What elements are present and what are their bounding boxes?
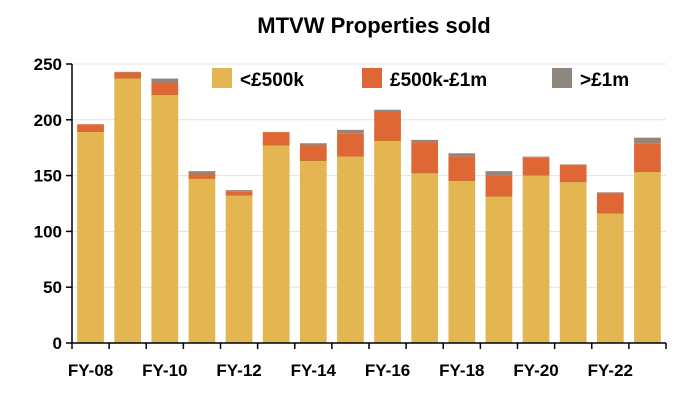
bar-segment-series-0-FY-21 xyxy=(559,182,587,343)
y-tick-label: 50 xyxy=(43,278,62,297)
bar-segment-series-2-FY-14 xyxy=(299,143,327,146)
bar-segment-series-1-FY-22 xyxy=(596,193,624,214)
bar-segment-series-1-FY-19 xyxy=(485,175,513,197)
bar-segment-series-2-FY-16 xyxy=(374,109,401,112)
x-tick-label: FY-18 xyxy=(439,361,484,380)
bar-segment-series-2-FY-19 xyxy=(485,171,513,176)
bar-segment-series-0-FY-20 xyxy=(522,175,550,343)
bar-segment-series-0-FY-13 xyxy=(262,145,290,343)
bar-segment-series-1-FY-15 xyxy=(337,133,364,157)
y-tick-label: 100 xyxy=(34,222,62,241)
bar-segment-series-0-FY-11 xyxy=(188,178,216,343)
x-tick-label: FY-14 xyxy=(291,361,337,380)
bar-segment-series-0-FY-15 xyxy=(337,156,364,343)
bar-segment-series-0-FY-09 xyxy=(114,78,142,344)
bar-segment-series-2-FY-17 xyxy=(411,139,439,143)
bar-segment-series-0-FY-18 xyxy=(448,181,476,343)
x-tick-label: FY-08 xyxy=(68,361,113,380)
bar-segment-series-2-FY-11 xyxy=(188,171,216,175)
bar-segment-series-1-FY-20 xyxy=(522,157,550,176)
chart-title: MTVW Properties sold xyxy=(257,13,490,38)
bar-segment-series-0-FY-12 xyxy=(225,195,253,343)
x-tick-label: FY-20 xyxy=(513,361,558,380)
legend-label: >£1m xyxy=(580,70,629,91)
bars xyxy=(77,71,661,344)
bar-segment-series-1-FY-08 xyxy=(77,124,104,133)
bar-segment-series-0-FY-19 xyxy=(485,196,513,343)
bar-segment-series-1-FY-23 xyxy=(634,143,661,173)
legend-swatch xyxy=(552,68,572,88)
bar-segment-series-1-FY-16 xyxy=(374,111,401,142)
legend: <£500k £500k-£1m >£1m xyxy=(212,68,629,91)
axes: 0 50 100 150 200 250 FY-08 FY-10 FY-12 FY-14 FY-16… xyxy=(34,55,667,380)
bar-segment-series-0-FY-14 xyxy=(299,161,327,343)
bar-segment-series-2-FY-21 xyxy=(559,164,587,166)
bar-segment-series-2-FY-23 xyxy=(634,137,661,144)
bar-segment-series-1-FY-14 xyxy=(299,145,327,162)
bar-segment-series-1-FY-13 xyxy=(262,132,290,146)
bar-segment-series-1-FY-21 xyxy=(559,165,587,183)
bar-segment-series-2-FY-20 xyxy=(522,156,550,158)
bar-segment-series-2-FY-22 xyxy=(596,192,624,194)
y-tick-label: 0 xyxy=(53,334,62,353)
legend-label: <£500k xyxy=(240,70,304,91)
bar-segment-series-2-FY-09 xyxy=(114,71,142,73)
bar-segment-series-0-FY-10 xyxy=(151,95,179,343)
legend-swatch xyxy=(212,68,232,88)
x-tick-label: FY-12 xyxy=(216,361,261,380)
y-tick-label: 200 xyxy=(34,111,62,130)
bar-segment-series-1-FY-12 xyxy=(225,191,253,196)
x-tick-label: FY-16 xyxy=(365,361,410,380)
bar-segment-series-0-FY-17 xyxy=(411,173,439,343)
bar-segment-series-0-FY-22 xyxy=(596,213,624,343)
bar-segment-series-0-FY-16 xyxy=(374,141,401,343)
bar-segment-series-1-FY-09 xyxy=(114,72,142,79)
bar-segment-series-1-FY-18 xyxy=(448,156,476,182)
x-tick-label: FY-22 xyxy=(588,361,633,380)
bar-segment-series-2-FY-18 xyxy=(448,153,476,157)
bar-segment-series-1-FY-17 xyxy=(411,142,439,174)
bar-segment-series-1-FY-11 xyxy=(188,174,216,179)
bar-segment-series-2-FY-15 xyxy=(337,129,364,134)
legend-swatch xyxy=(362,68,382,88)
bar-segment-series-0-FY-23 xyxy=(634,172,661,343)
y-tick-label: 150 xyxy=(34,167,62,186)
bar-segment-series-2-FY-12 xyxy=(225,190,253,192)
bar-segment-series-1-FY-10 xyxy=(151,82,179,96)
y-tick-label: 250 xyxy=(34,55,62,74)
legend-label: £500k-£1m xyxy=(390,70,487,91)
bar-segment-series-2-FY-10 xyxy=(151,78,179,83)
bar-segment-series-0-FY-08 xyxy=(77,132,104,343)
x-tick-label: FY-10 xyxy=(142,361,187,380)
